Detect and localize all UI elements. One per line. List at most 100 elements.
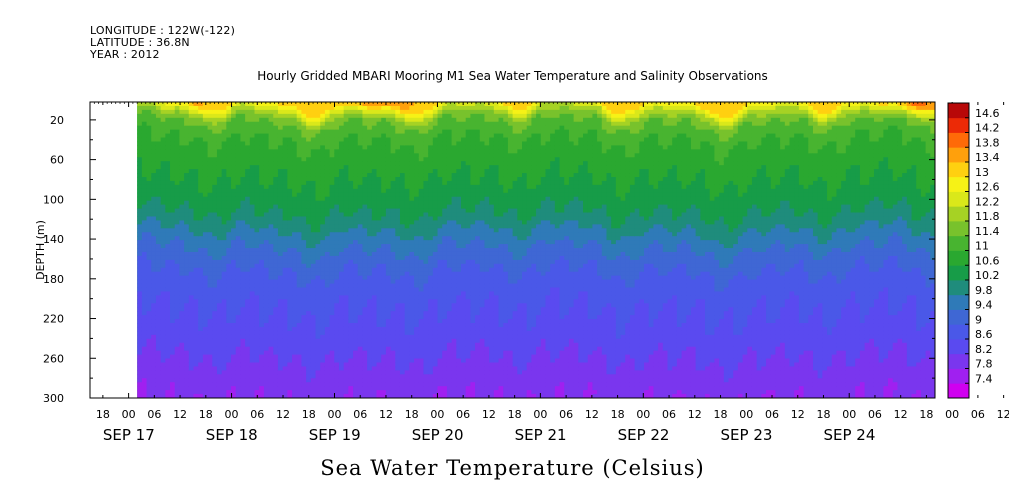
colorbar-label: 9.8 (975, 284, 993, 297)
latitude-label: LATITUDE : 36.8N (90, 36, 190, 49)
x-hour-tick-label: 06 (559, 408, 573, 421)
colorbar-label: 14.6 (975, 107, 1000, 120)
x-day-label: SEP 20 (412, 426, 464, 444)
colorbar-swatch (948, 265, 969, 281)
x-hour-tick-label: 18 (714, 408, 728, 421)
x-hour-tick-label: 06 (456, 408, 470, 421)
x-hour-tick-label: 18 (508, 408, 522, 421)
year-label: YEAR : 2012 (90, 48, 160, 61)
y-tick-label: 60 (50, 154, 64, 167)
colorbar-label: 13 (975, 166, 989, 179)
colorbar-label: 13.4 (975, 151, 1000, 164)
x-day-label: SEP 21 (515, 426, 567, 444)
colorbar-swatch (948, 176, 969, 192)
y-axis: 20 60 100 140 180 220 260 300 (43, 114, 935, 405)
y-tick-label: 220 (43, 313, 64, 326)
x-hour-tick-label: 18 (611, 408, 625, 421)
x-hour-tick-label: 06 (971, 408, 985, 421)
y-tick-label: 20 (50, 114, 64, 127)
colorbar-label: 14.2 (975, 122, 1000, 135)
x-hour-tick-label: 00 (430, 408, 444, 421)
y-tick-label: 180 (43, 273, 64, 286)
x-hour-tick-label: 00 (122, 408, 136, 421)
x-hour-tick-label: 12 (585, 408, 599, 421)
colorbar-swatch (948, 132, 969, 148)
colorbar-label: 9.4 (975, 299, 993, 312)
colorbar-label: 11.8 (975, 210, 1000, 223)
colorbar-swatch (948, 147, 969, 163)
x-hour-tick-label: 12 (173, 408, 187, 421)
colorbar-swatch (948, 309, 969, 325)
colorbar-swatch (948, 353, 969, 369)
temperature-field (137, 102, 935, 398)
x-hour-tick-label: 18 (199, 408, 213, 421)
colorbar-label: 8.6 (975, 328, 993, 341)
x-hour-tick-label: 18 (96, 408, 110, 421)
x-hour-tick-label: 06 (250, 408, 264, 421)
y-tick-label: 100 (43, 193, 64, 206)
y-tick-label: 260 (43, 352, 64, 365)
x-day-label: SEP 19 (309, 426, 361, 444)
x-hour-tick-label: 06 (868, 408, 882, 421)
y-axis-label: DEPTH (m) (34, 220, 47, 280)
colorbar-swatch (948, 206, 969, 222)
y-tick-label: 300 (43, 392, 64, 405)
longitude-label: LONGITUDE : 122W(-122) (90, 24, 236, 37)
x-hour-tick-label: 12 (997, 408, 1009, 421)
x-hour-tick-label: 06 (765, 408, 779, 421)
x-hour-tick-label: 00 (739, 408, 753, 421)
colorbar-swatch (948, 294, 969, 310)
x-hour-tick-label: 06 (147, 408, 161, 421)
x-day-label: SEP 23 (721, 426, 773, 444)
colorbar-label: 11.4 (975, 225, 1000, 238)
x-hour-tick-label: 18 (919, 408, 933, 421)
x-hour-tick-label: 00 (945, 408, 959, 421)
x-hour-tick-label: 18 (816, 408, 830, 421)
x-hour-tick-label: 00 (225, 408, 239, 421)
x-axis: 18 00 06 12 18 00 06 12 18 00 06 12 18 00 06 12 18 00 06 12… (89, 102, 1009, 444)
x-hour-tick-label: 06 (662, 408, 676, 421)
colorbar-swatch (948, 162, 969, 178)
x-hour-tick-label: 00 (327, 408, 341, 421)
colorbar-swatch (948, 191, 969, 207)
y-tick-label: 140 (43, 233, 64, 246)
x-hour-tick-label: 12 (688, 408, 702, 421)
colorbar-swatch (948, 280, 969, 296)
x-hour-tick-label: 18 (405, 408, 419, 421)
x-hour-tick-label: 00 (533, 408, 547, 421)
x-day-label: SEP 22 (618, 426, 670, 444)
colorbar-swatch (948, 339, 969, 355)
x-hour-tick-label: 06 (353, 408, 367, 421)
chart-title: Hourly Gridded MBARI Mooring M1 Sea Wate… (257, 69, 768, 83)
x-day-label: SEP 18 (206, 426, 258, 444)
plot-frame (89, 101, 936, 399)
colorbar-swatch (948, 103, 969, 119)
colorbar-label: 13.8 (975, 136, 1000, 149)
colorbar-swatch (948, 368, 969, 384)
colorbar-label: 12.2 (975, 195, 1000, 208)
x-hour-tick-label: 18 (302, 408, 316, 421)
colorbar-label: 9 (975, 313, 982, 326)
colorbar-label: 8.2 (975, 343, 993, 356)
colorbar-label: 12.6 (975, 181, 1000, 194)
x-hour-tick-label: 12 (791, 408, 805, 421)
x-hour-tick-label: 00 (636, 408, 650, 421)
colorbar-swatch (948, 117, 969, 133)
x-day-label: SEP 17 (103, 426, 155, 444)
colorbar-label: 11 (975, 240, 989, 253)
x-day-label: SEP 24 (823, 426, 875, 444)
colorbar-label: 7.4 (975, 372, 993, 385)
colorbar-label: 7.8 (975, 358, 993, 371)
x-hour-tick-label: 12 (482, 408, 496, 421)
colorbar-label: 10.6 (975, 254, 1000, 267)
x-hour-tick-label: 00 (842, 408, 856, 421)
x-axis-title: Sea Water Temperature (Celsius) (320, 456, 705, 480)
x-hour-tick-label: 12 (379, 408, 393, 421)
x-hour-tick-label: 12 (894, 408, 908, 421)
colorbar-swatch (948, 250, 969, 266)
colorbar-swatch (948, 221, 969, 237)
x-hour-tick-label: 12 (276, 408, 290, 421)
colorbar: 14.6 14.213.8 13.4 13 12.612.2 11.8 11.4 1110.6… (947, 102, 1000, 399)
colorbar-swatch (948, 235, 969, 251)
